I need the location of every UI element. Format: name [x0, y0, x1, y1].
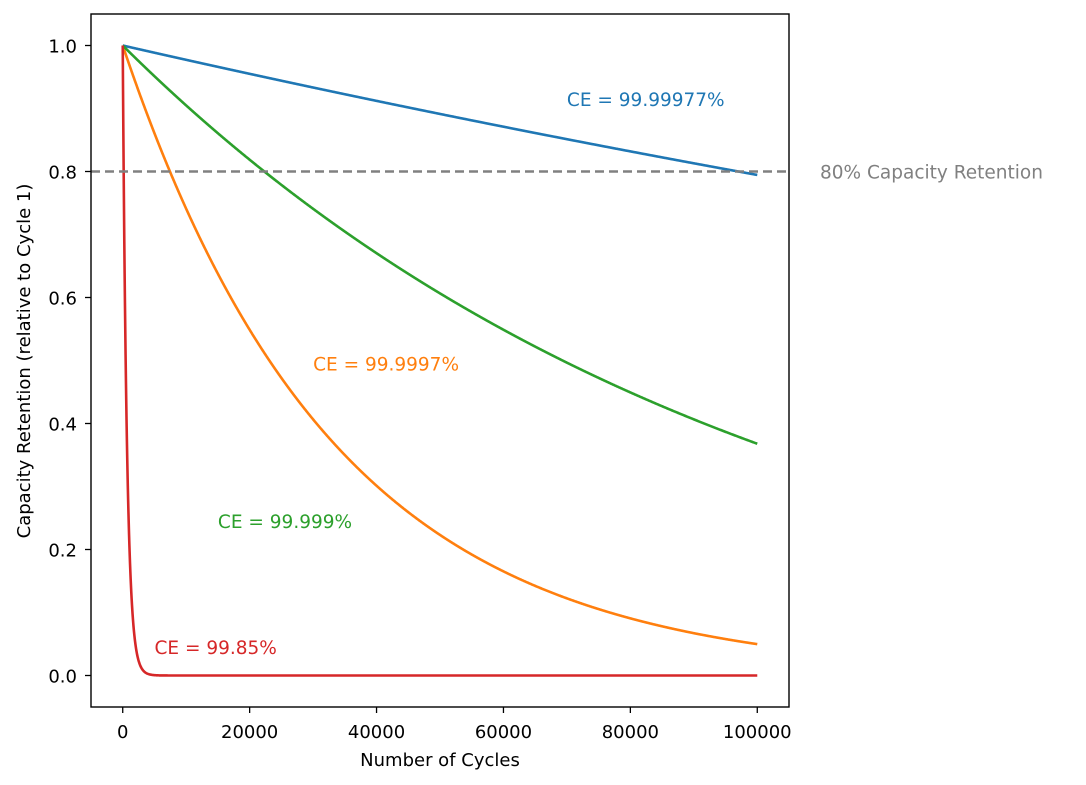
y-tick-label: 0.2 [48, 541, 77, 562]
series-line-1 [121, 44, 759, 177]
x-tick-label: 100000 [723, 722, 792, 743]
series-label-3: CE = 99.999% [218, 512, 352, 533]
y-tick-label: 0.6 [48, 289, 77, 310]
x-tick-label: 0 [117, 722, 128, 743]
ticks-layer: 0 20000 40000 60000 80000 100000 0.0 0.2 0.4 0.6 0… [48, 37, 791, 744]
series-line-2 [121, 45, 759, 646]
y-tick-label: 1.0 [48, 37, 77, 58]
series-line-3 [121, 44, 759, 445]
y-tick-label: 0.0 [48, 667, 77, 688]
y-tick-label: 0.8 [48, 163, 77, 184]
x-tick-label: 20000 [221, 722, 278, 743]
series-label-1: CE = 99.99977% [567, 90, 725, 111]
x-tick-label: 40000 [348, 722, 405, 743]
plot-layer: 80% Capacity Retention CE = 99.99977% CE =… [91, 44, 1043, 677]
x-tick-label: 60000 [475, 722, 532, 743]
y-axis-label: Capacity Retention (relative to Cycle 1) [14, 184, 35, 539]
x-axis-label: Number of Cycles [360, 750, 520, 771]
plot-frame [90, 13, 790, 708]
series-line-4 [121, 45, 759, 677]
y-tick-label: 0.4 [48, 415, 77, 436]
series-label-4: CE = 99.85% [154, 638, 276, 659]
x-tick-label: 80000 [602, 722, 659, 743]
reference-line-label: 80% Capacity Retention [820, 163, 1043, 184]
series-label-2: CE = 99.9997% [313, 355, 459, 376]
